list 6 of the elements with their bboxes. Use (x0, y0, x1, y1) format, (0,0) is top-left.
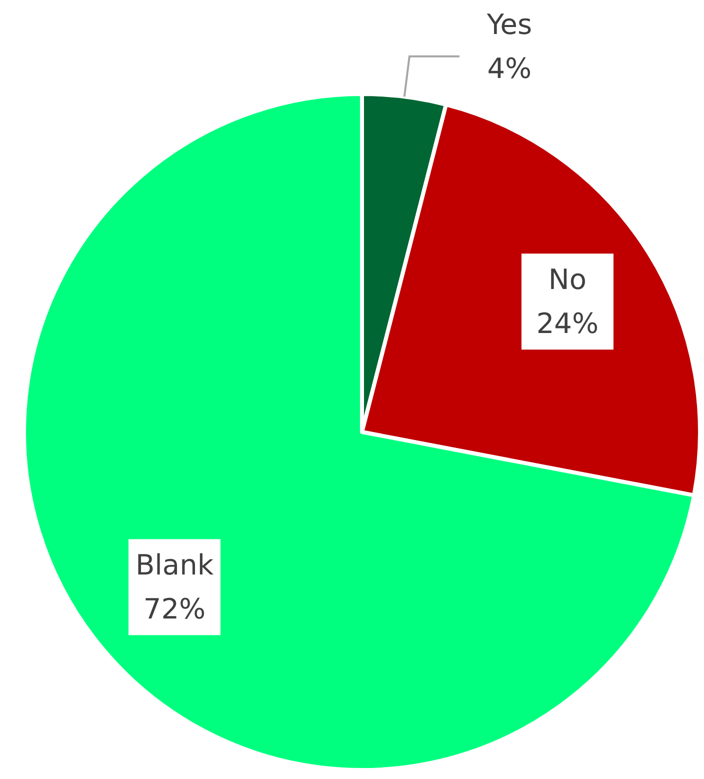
slice-label: Blank (135, 548, 214, 582)
slice-label: No (548, 263, 587, 296)
data-label: 4% (487, 52, 532, 85)
slice-label: Yes (486, 8, 532, 41)
data-label: 72% (143, 592, 206, 626)
data-label: 24% (536, 307, 599, 340)
